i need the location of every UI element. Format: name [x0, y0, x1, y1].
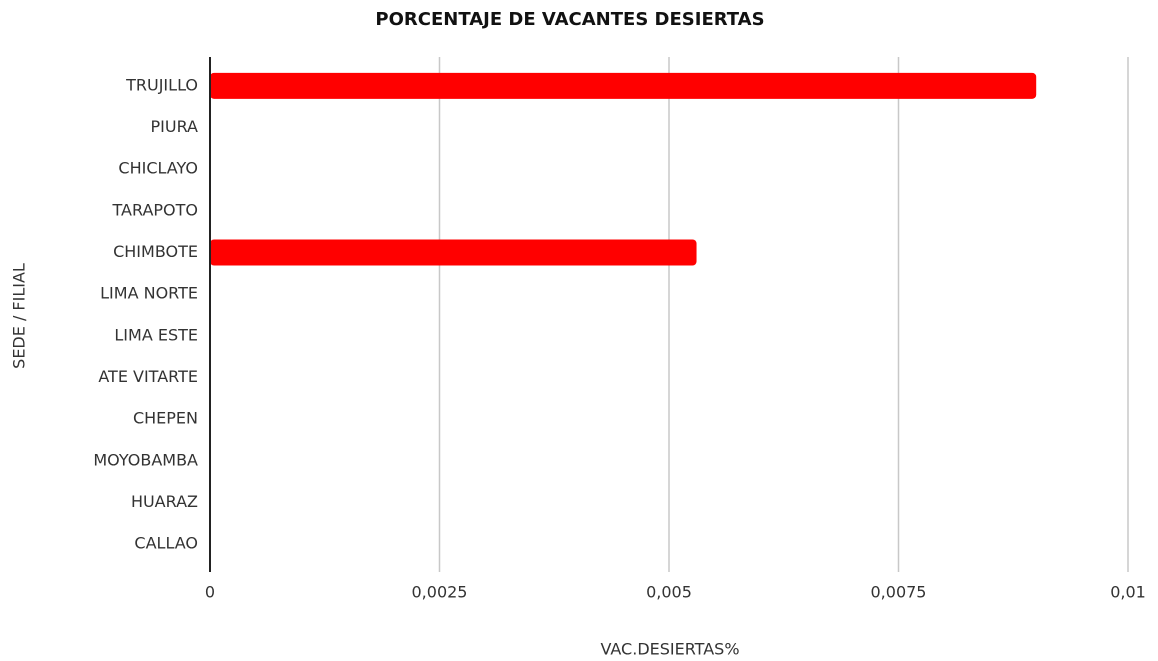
y-tick-label: ATE VITARTE — [98, 367, 198, 386]
x-tick-label: 0,005 — [646, 583, 692, 602]
bar — [210, 239, 697, 266]
x-tick-label: 0,01 — [1110, 583, 1146, 602]
x-tick-label: 0 — [205, 583, 215, 602]
chart-title: PORCENTAJE DE VACANTES DESIERTAS — [375, 9, 764, 30]
y-tick-label: PIURA — [151, 117, 199, 136]
x-tick-label: 0,0025 — [412, 583, 468, 602]
y-tick-label: TRUJILLO — [125, 75, 198, 94]
y-tick-label: CALLAO — [134, 534, 198, 553]
x-axis-label: VAC.DESIERTAS% — [600, 640, 739, 659]
y-tick-label: LIMA NORTE — [100, 284, 198, 303]
y-tick-label: TARAPOTO — [112, 200, 199, 219]
y-axis-label: SEDE / FILIAL — [10, 263, 29, 369]
y-tick-label: CHICLAYO — [118, 159, 198, 178]
bar — [210, 72, 1037, 99]
y-tick-label: MOYOBAMBA — [93, 450, 198, 469]
y-tick-label: HUARAZ — [131, 492, 198, 511]
x-tick-label: 0,0075 — [871, 583, 927, 602]
y-tick-label: CHIMBOTE — [113, 242, 198, 261]
y-tick-label: LIMA ESTE — [114, 325, 198, 344]
y-tick-label: CHEPEN — [133, 409, 198, 428]
